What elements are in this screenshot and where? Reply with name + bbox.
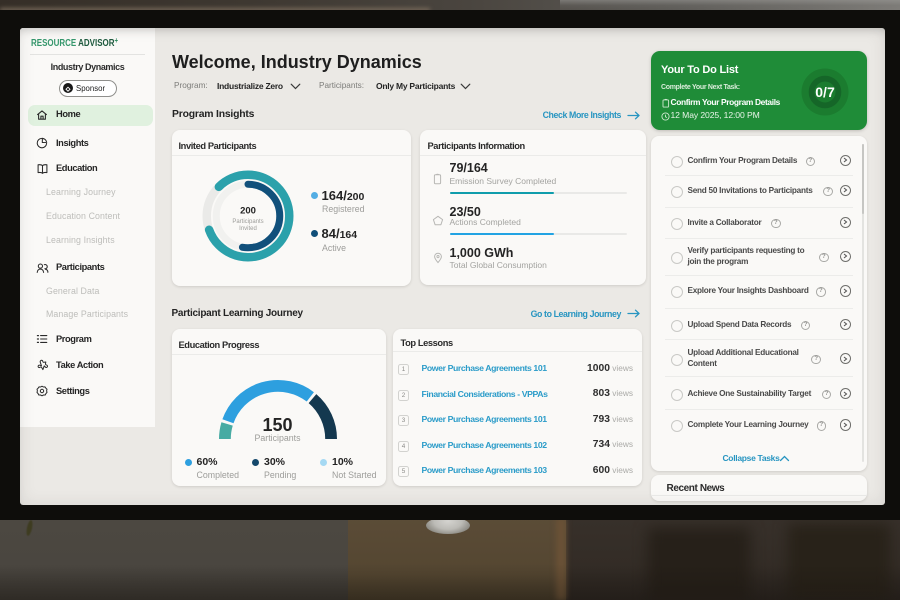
svg-text:Invited: Invited (239, 226, 257, 232)
svg-text:200: 200 (240, 206, 256, 217)
svg-text:0/7: 0/7 (815, 84, 835, 100)
svg-text:Participants: Participants (232, 219, 263, 225)
